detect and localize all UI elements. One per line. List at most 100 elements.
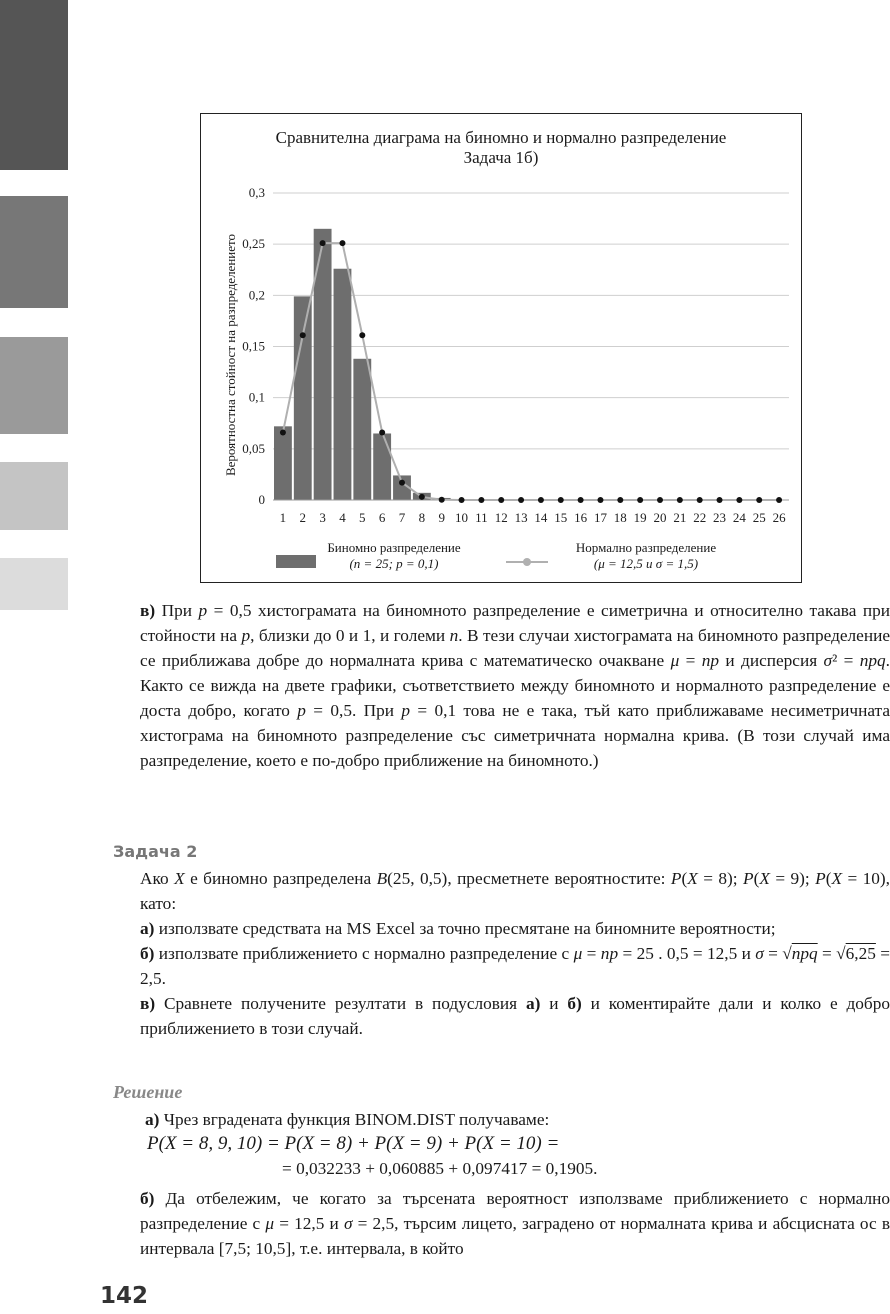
normal-series-point: [379, 429, 386, 436]
x-tick-label: 7: [399, 510, 406, 525]
x-tick-label: 9: [438, 510, 445, 525]
normal-series-point: [299, 332, 306, 339]
normal-series-line: [281, 242, 780, 501]
x-tick-label: 23: [713, 510, 726, 525]
x-tick-label: 16: [574, 510, 588, 525]
legend-binom-swatch: [276, 555, 316, 568]
task2-heading: Задача 2: [113, 842, 198, 861]
x-tick-label: 1: [280, 510, 287, 525]
y-tick-label: 0,1: [249, 390, 265, 405]
solution-heading: Решение: [113, 1082, 183, 1102]
x-tick-label: 22: [693, 510, 706, 525]
normal-series-point: [478, 497, 485, 503]
normal-series-point: [557, 497, 564, 503]
normal-series-point: [756, 497, 763, 503]
x-tick-label: 17: [594, 510, 608, 525]
normal-series-point: [696, 497, 703, 503]
side-tab-5: [0, 558, 68, 610]
normal-series-point: [438, 496, 445, 503]
solution-b-text: б) Да отбележим, че когато за търсената …: [140, 1189, 890, 1258]
normal-series-point: [637, 497, 644, 503]
x-tick-label: 24: [733, 510, 747, 525]
task2-a: а) използвате средствата на MS Excel за …: [140, 919, 776, 938]
y-tick-label: 0,25: [242, 236, 265, 251]
x-tick-label: 12: [495, 510, 508, 525]
chart-title: Сравнителна диаграма на биномно и нормал…: [201, 128, 801, 168]
x-tick-label: 14: [534, 510, 548, 525]
task2-v: в) Сравнете получените резултати в подус…: [140, 994, 890, 1038]
normal-series-point: [657, 497, 663, 503]
x-tick-label: 21: [673, 510, 686, 525]
x-tick-label: 10: [455, 510, 468, 525]
side-tab-1: [0, 0, 68, 170]
chart-title-line-2: Задача 1б): [463, 148, 539, 167]
bar: [353, 358, 372, 500]
paragraph-v: в) При p = 0,5 хистограмата на биномното…: [140, 598, 890, 773]
x-tick-label: 2: [300, 510, 307, 525]
paragraph-v-text: в) При p = 0,5 хистограмата на биномното…: [140, 601, 890, 770]
normal-series-point: [776, 497, 783, 503]
y-tick-label: 0: [259, 492, 266, 507]
x-tick-label: 6: [379, 510, 386, 525]
x-tick-label: 18: [614, 510, 627, 525]
side-tab-4: [0, 462, 68, 530]
bar: [373, 433, 392, 500]
legend-norm-marker: [523, 558, 531, 566]
legend-binom-label: Биномно разпределение (n = 25; p = 0,1): [319, 540, 469, 572]
y-tick-label: 0,2: [249, 287, 265, 302]
task2-b: б) използвате приближението с нормално р…: [140, 944, 890, 988]
x-tick-label: 8: [419, 510, 426, 525]
formula-line-2: = 0,032233 + 0,060885 + 0,097417 = 0,190…: [282, 1159, 598, 1178]
normal-series-point: [716, 497, 723, 503]
x-tick-label: 3: [319, 510, 326, 525]
normal-series-point: [498, 497, 505, 503]
solution-b: б) Да отбележим, че когато за търсената …: [140, 1186, 890, 1261]
legend-binom-line-1: Биномно разпределение: [327, 540, 461, 555]
x-tick-label: 11: [475, 510, 488, 525]
task2-body: Ако X е биномно разпределена B(25, 0,5),…: [140, 866, 890, 1041]
normal-series-point: [458, 497, 465, 503]
normal-series-point: [617, 497, 624, 503]
normal-series-point: [597, 497, 604, 503]
normal-series-point: [518, 497, 525, 503]
chart-frame: Сравнителна диаграма на биномно и нормал…: [200, 113, 802, 583]
normal-series-point: [418, 493, 425, 500]
solution-a-text: а) Чрез вградената функция BINOM.DIST по…: [145, 1110, 550, 1129]
x-tick-label: 4: [339, 510, 346, 525]
chart-title-line-1: Сравнителна диаграма на биномно и нормал…: [275, 128, 727, 147]
solution-a: а) Чрез вградената функция BINOM.DIST по…: [145, 1107, 885, 1132]
normal-series-point: [319, 240, 326, 247]
normal-series-point: [537, 497, 544, 503]
legend-norm-label: Нормално разпределение (μ = 12,5 и σ = 1…: [551, 540, 741, 572]
x-tick-label: 13: [515, 510, 528, 525]
x-tick-label: 26: [773, 510, 787, 525]
x-tick-label: 15: [554, 510, 567, 525]
y-tick-label: 0,15: [242, 339, 265, 354]
legend-norm-line-1: Нормално разпределение: [575, 540, 717, 555]
normal-series-point: [339, 240, 346, 247]
legend-norm-line-2: (μ = 12,5 и σ = 1,5): [593, 556, 699, 571]
x-tick-label: 20: [654, 510, 667, 525]
normal-series-point: [279, 429, 286, 436]
normal-series-point: [399, 479, 405, 486]
normal-series-point: [359, 332, 366, 339]
formula-line-1: P(X = 8, 9, 10) = P(X = 8) + P(X = 9) + …: [147, 1133, 560, 1154]
bar: [393, 475, 411, 500]
y-tick-label: 0,3: [249, 185, 265, 200]
normal-series-point: [577, 497, 584, 503]
bar: [274, 426, 292, 500]
bar: [333, 268, 352, 500]
normal-series-point: [736, 497, 743, 503]
x-tick-label: 25: [753, 510, 766, 525]
bar: [313, 228, 332, 501]
task2-intro: Ако X е биномно разпределена B(25, 0,5),…: [140, 869, 890, 913]
bar: [293, 296, 312, 500]
side-tab-2: [0, 196, 68, 308]
side-tab-3: [0, 337, 68, 434]
y-tick-label: 0,05: [242, 441, 265, 456]
page-number: 142: [100, 1283, 149, 1309]
x-tick-label: 19: [634, 510, 647, 525]
chart-plot: 00,050,10,150,20,250,31 2 3 4 5 6 7 8 9 10 11 12 13 1…: [242, 185, 789, 525]
normal-series-point: [676, 497, 683, 503]
x-tick-label: 5: [359, 510, 366, 525]
